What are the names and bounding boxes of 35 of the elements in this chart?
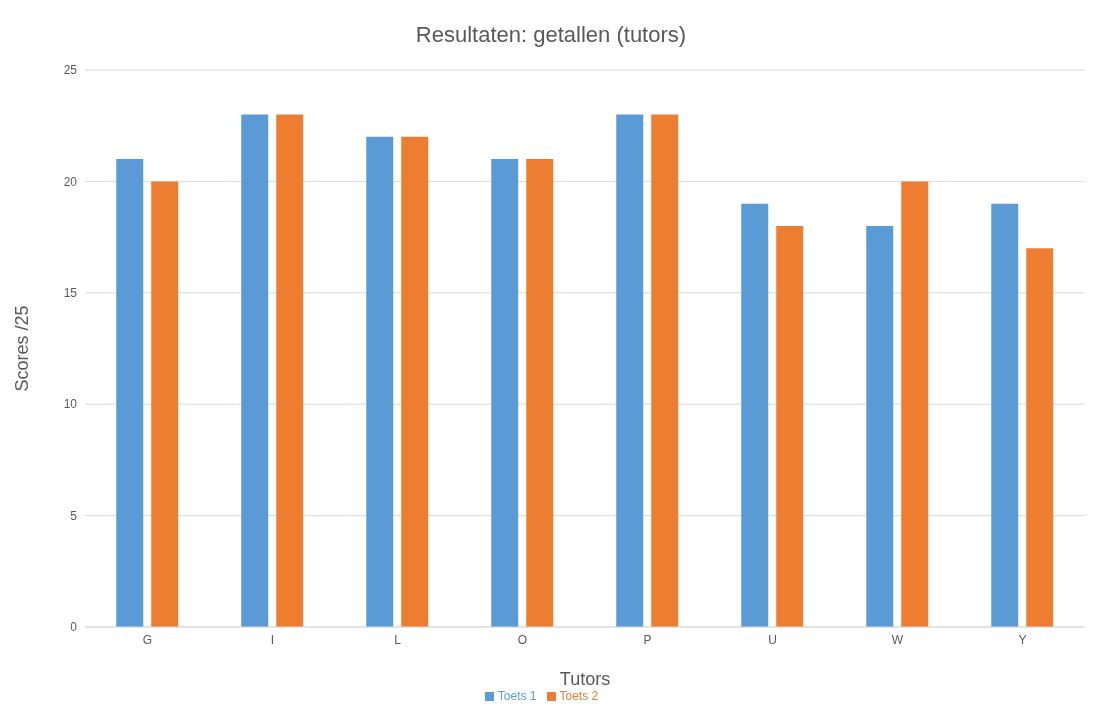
- y-tick-label: 20: [63, 174, 78, 189]
- x-tick-label: Y: [1018, 632, 1027, 647]
- bar: [741, 203, 769, 627]
- x-tick-label: L: [394, 632, 402, 647]
- bar: [526, 159, 554, 627]
- bar: [866, 225, 894, 627]
- bar: [276, 114, 304, 627]
- bar: [991, 203, 1019, 627]
- bar: [1026, 248, 1054, 627]
- y-tick-label: 0: [70, 620, 78, 635]
- chart-title: Resultaten: getallen (tutors): [414, 22, 688, 48]
- bar: [776, 225, 804, 627]
- x-tick-label: W: [891, 632, 904, 647]
- bar: [151, 181, 179, 627]
- x-tick-label: G: [142, 632, 153, 647]
- x-tick-label: P: [643, 632, 652, 647]
- bar: [651, 114, 679, 627]
- bar: [616, 114, 644, 627]
- bar: [901, 181, 929, 627]
- y-tick-label: 25: [63, 63, 78, 78]
- bar: [241, 114, 269, 627]
- x-tick-label: I: [270, 632, 275, 647]
- bar: [491, 159, 519, 627]
- y-axis-title: Scores /25: [12, 305, 33, 392]
- bar: [401, 136, 429, 627]
- y-tick-label: 15: [63, 286, 78, 301]
- y-tick-label: 10: [63, 397, 78, 412]
- x-tick-label: O: [517, 632, 528, 647]
- bar: [366, 136, 394, 627]
- x-tick-label: U: [768, 632, 777, 647]
- x-axis-title: Tutors: [559, 669, 611, 689]
- bar: [116, 159, 144, 627]
- y-tick-label: 5: [70, 508, 78, 523]
- legend-label: Toets 2: [559, 689, 599, 703]
- legend-label: Toets 1: [497, 689, 537, 703]
